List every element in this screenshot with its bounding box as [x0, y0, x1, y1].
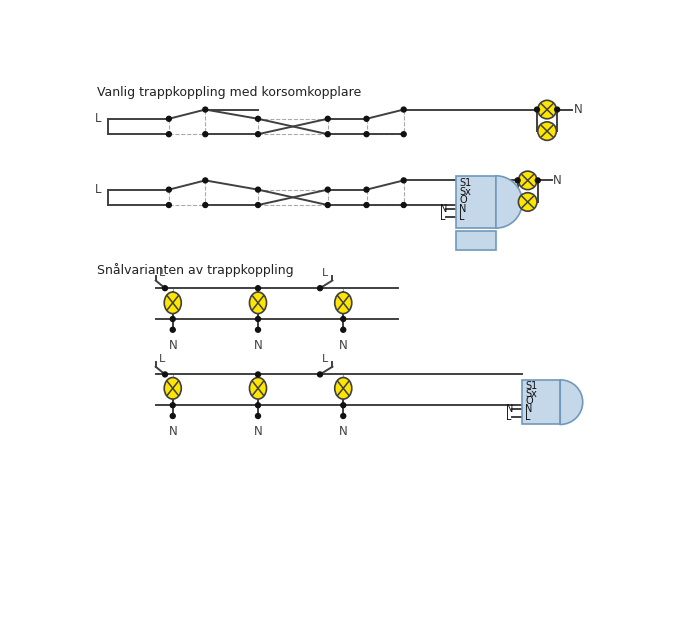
Circle shape — [536, 178, 540, 183]
Text: O: O — [526, 396, 533, 406]
Circle shape — [364, 132, 369, 137]
Circle shape — [256, 413, 260, 419]
Text: Sx: Sx — [526, 389, 538, 399]
FancyBboxPatch shape — [456, 231, 496, 250]
Text: Vanlig trappkoppling med korsomkopplare: Vanlig trappkoppling med korsomkopplare — [97, 86, 361, 99]
Ellipse shape — [249, 292, 267, 313]
Text: S1: S1 — [459, 178, 472, 189]
Circle shape — [167, 117, 172, 121]
Text: N: N — [573, 103, 582, 116]
Text: L: L — [95, 183, 101, 196]
Circle shape — [256, 372, 260, 377]
Circle shape — [318, 372, 323, 377]
Circle shape — [167, 187, 172, 192]
FancyBboxPatch shape — [456, 176, 496, 228]
Circle shape — [341, 413, 346, 419]
Text: Snålvarianten av trappkoppling: Snålvarianten av trappkoppling — [97, 263, 293, 276]
Text: L: L — [459, 212, 465, 222]
Circle shape — [256, 327, 260, 333]
Circle shape — [341, 317, 346, 322]
Circle shape — [538, 122, 556, 140]
Circle shape — [401, 203, 406, 208]
Ellipse shape — [164, 378, 181, 399]
Circle shape — [203, 132, 208, 137]
Text: N: N — [440, 204, 447, 214]
Circle shape — [167, 132, 172, 137]
Text: L: L — [321, 354, 328, 364]
Circle shape — [162, 372, 167, 377]
Circle shape — [341, 327, 346, 333]
Ellipse shape — [249, 378, 267, 399]
Circle shape — [519, 193, 537, 211]
Circle shape — [167, 203, 172, 208]
Circle shape — [364, 203, 369, 208]
Circle shape — [256, 132, 260, 137]
Circle shape — [256, 403, 260, 408]
Circle shape — [326, 203, 330, 208]
Circle shape — [554, 107, 559, 112]
Circle shape — [401, 107, 406, 112]
Text: Sx: Sx — [459, 187, 471, 197]
Wedge shape — [560, 380, 582, 424]
Circle shape — [519, 171, 537, 190]
Circle shape — [203, 178, 208, 183]
Circle shape — [256, 286, 260, 290]
Text: L: L — [95, 112, 101, 125]
Circle shape — [203, 203, 208, 208]
Circle shape — [256, 317, 260, 322]
Text: N: N — [339, 339, 348, 352]
Circle shape — [326, 117, 330, 121]
Circle shape — [538, 100, 556, 118]
Ellipse shape — [335, 292, 352, 313]
Text: L: L — [506, 412, 512, 422]
Text: N: N — [253, 339, 262, 352]
Circle shape — [341, 403, 346, 408]
Circle shape — [401, 178, 406, 183]
Circle shape — [170, 317, 175, 322]
Text: N: N — [169, 339, 177, 352]
Circle shape — [401, 132, 406, 137]
Text: S1: S1 — [526, 381, 538, 391]
Text: N: N — [253, 426, 262, 438]
Circle shape — [256, 117, 260, 121]
Circle shape — [326, 187, 330, 192]
Circle shape — [256, 203, 260, 208]
Ellipse shape — [164, 292, 181, 313]
Text: L: L — [159, 268, 165, 278]
FancyBboxPatch shape — [522, 380, 560, 424]
Text: L: L — [526, 412, 531, 422]
Circle shape — [170, 327, 175, 333]
Text: N: N — [506, 404, 513, 414]
Circle shape — [326, 132, 330, 137]
Text: N: N — [526, 404, 533, 414]
Circle shape — [535, 107, 540, 112]
Ellipse shape — [335, 378, 352, 399]
Circle shape — [170, 403, 175, 408]
Text: N: N — [339, 426, 348, 438]
Circle shape — [364, 187, 369, 192]
Wedge shape — [496, 176, 522, 228]
Circle shape — [364, 117, 369, 121]
Text: N: N — [459, 204, 467, 214]
Circle shape — [170, 413, 175, 419]
Text: L: L — [440, 212, 446, 222]
Text: L: L — [159, 354, 165, 364]
Text: N: N — [169, 426, 177, 438]
Circle shape — [203, 107, 208, 112]
Text: L: L — [321, 268, 328, 278]
Circle shape — [318, 286, 323, 290]
Circle shape — [515, 178, 520, 183]
Text: O: O — [459, 196, 467, 205]
Text: N: N — [553, 174, 562, 187]
Circle shape — [162, 286, 167, 290]
Circle shape — [256, 187, 260, 192]
